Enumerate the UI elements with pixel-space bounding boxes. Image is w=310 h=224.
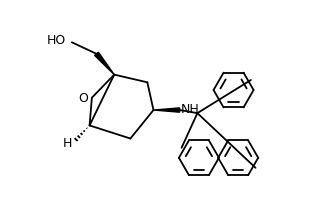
- Polygon shape: [95, 52, 114, 75]
- Text: O: O: [78, 92, 88, 105]
- Text: HO: HO: [47, 34, 66, 47]
- Polygon shape: [153, 108, 180, 112]
- Text: NH: NH: [180, 103, 199, 116]
- Text: H: H: [63, 137, 72, 151]
